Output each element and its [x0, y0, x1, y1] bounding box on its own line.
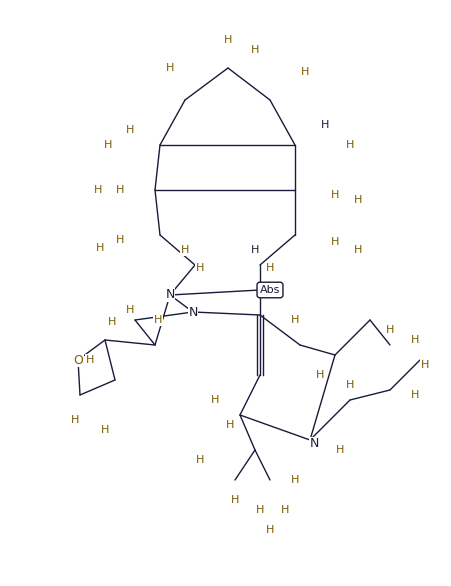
Text: H: H: [180, 245, 189, 255]
Text: N: N: [165, 288, 174, 302]
Text: H: H: [125, 125, 134, 135]
Text: H: H: [410, 390, 418, 400]
Text: H: H: [290, 315, 299, 325]
Text: H: H: [101, 425, 109, 435]
Text: N: N: [188, 305, 197, 319]
Text: Abs: Abs: [259, 285, 280, 295]
Text: H: H: [96, 243, 104, 253]
Text: H: H: [265, 525, 274, 535]
Text: H: H: [345, 380, 354, 390]
Text: H: H: [195, 263, 204, 273]
Text: O: O: [73, 353, 83, 366]
Text: H: H: [230, 495, 239, 505]
Text: H: H: [94, 185, 102, 195]
Text: H: H: [320, 120, 328, 130]
Text: H: H: [420, 360, 428, 370]
Text: H: H: [210, 395, 219, 405]
Text: H: H: [125, 305, 134, 315]
Text: H: H: [226, 420, 234, 430]
Text: H: H: [300, 67, 308, 77]
Text: H: H: [290, 475, 299, 485]
Text: H: H: [195, 455, 204, 465]
Text: H: H: [223, 35, 232, 45]
Text: H: H: [153, 315, 162, 325]
Text: H: H: [115, 185, 124, 195]
Text: H: H: [315, 370, 323, 380]
Text: H: H: [250, 245, 258, 255]
Text: H: H: [330, 190, 338, 200]
Text: H: H: [330, 237, 338, 247]
Text: H: H: [345, 140, 354, 150]
Text: H: H: [265, 263, 274, 273]
Text: H: H: [385, 325, 393, 335]
Text: H: H: [71, 415, 79, 425]
Text: H: H: [410, 335, 418, 345]
Text: H: H: [335, 445, 343, 455]
Text: H: H: [255, 505, 263, 515]
Text: H: H: [86, 355, 94, 365]
Text: H: H: [353, 195, 361, 205]
Text: H: H: [104, 140, 112, 150]
Text: H: H: [250, 45, 258, 55]
Text: H: H: [280, 505, 289, 515]
Text: N: N: [308, 438, 318, 451]
Text: H: H: [115, 235, 124, 245]
Text: H: H: [353, 245, 361, 255]
Text: H: H: [166, 63, 174, 73]
Text: H: H: [108, 317, 116, 327]
